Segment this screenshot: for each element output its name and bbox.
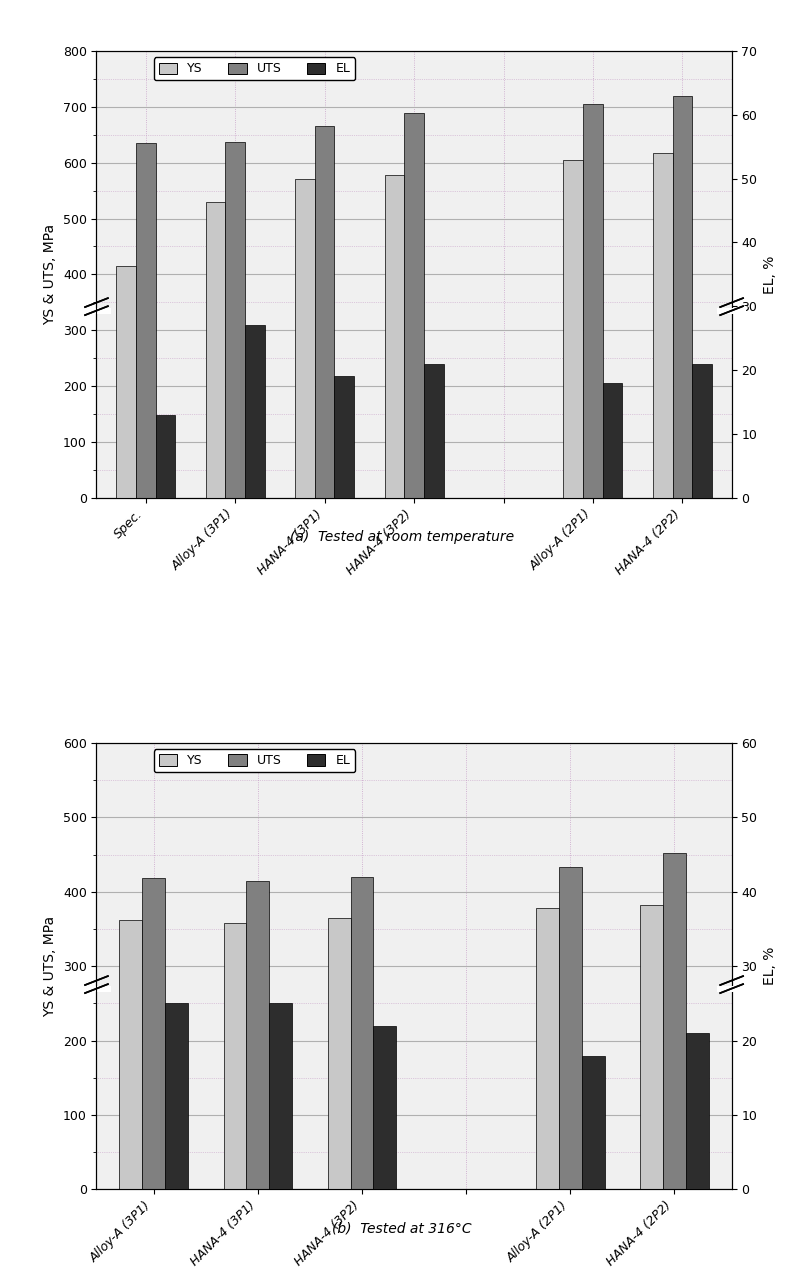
Bar [155,414,175,498]
Bar [691,363,711,498]
Y-axis label: EL, %: EL, % [762,946,776,985]
Bar [404,113,423,498]
Bar [685,1033,708,1189]
Bar [334,376,353,498]
Bar [662,853,685,1189]
Y-axis label: YS & UTS, MPa: YS & UTS, MPa [43,224,57,325]
Bar [350,877,373,1189]
FancyBboxPatch shape [716,308,745,315]
Bar [223,923,246,1189]
Bar [652,152,672,498]
Bar [246,881,269,1189]
Bar [119,920,142,1189]
Bar [314,127,334,498]
FancyBboxPatch shape [82,986,111,993]
Bar [639,906,662,1189]
Bar [245,325,264,498]
Bar [116,266,136,498]
Bar [206,202,225,498]
Text: (b)  Tested at 316°C: (b) Tested at 316°C [332,1221,471,1236]
Bar [602,382,622,498]
Bar [558,867,581,1189]
Bar [582,104,602,498]
Bar [581,1055,604,1189]
Bar [536,908,558,1189]
Bar [373,1026,396,1189]
Bar [384,175,404,498]
Bar [225,142,245,498]
Bar [136,143,155,498]
Bar [328,918,350,1189]
Bar [563,160,582,498]
Y-axis label: YS & UTS, MPa: YS & UTS, MPa [43,916,57,1017]
Bar [423,363,443,498]
Bar [165,1004,188,1189]
Legend: YS, UTS, EL: YS, UTS, EL [153,58,355,81]
Bar [269,1004,291,1189]
Text: (a)  Tested at room temperature: (a) Tested at room temperature [290,530,513,544]
FancyBboxPatch shape [716,986,745,993]
Bar [672,96,691,498]
Y-axis label: EL, %: EL, % [762,256,776,294]
Legend: YS, UTS, EL: YS, UTS, EL [153,749,355,773]
Bar [295,179,314,498]
Bar [142,879,165,1189]
FancyBboxPatch shape [82,308,111,315]
